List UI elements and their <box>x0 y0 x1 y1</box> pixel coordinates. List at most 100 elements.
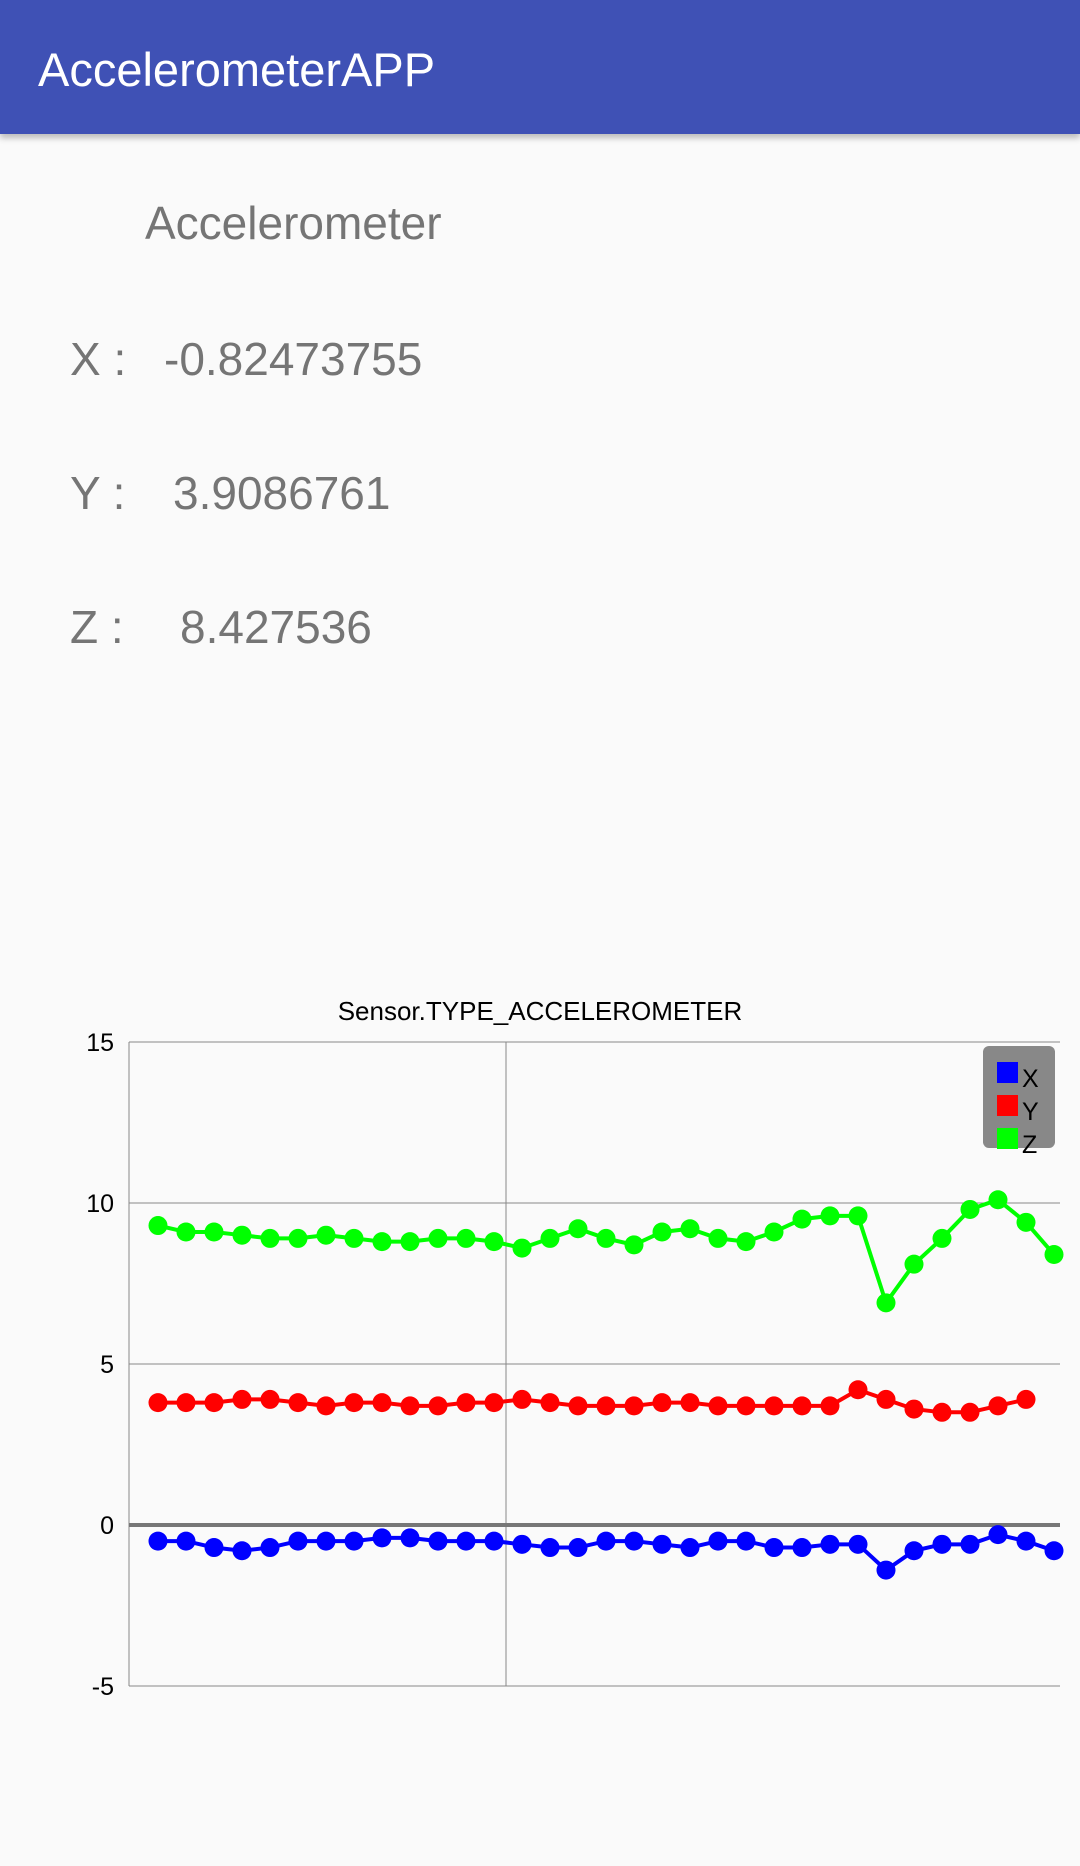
legend-swatch-y <box>997 1095 1018 1116</box>
accelerometer-chart: Sensor.TYPE_ACCELEROMETER 15 10 5 0 -5 X Y Z <box>0 980 1080 1700</box>
data-point-y <box>456 1393 476 1413</box>
data-point-z <box>848 1206 868 1226</box>
data-point-x <box>148 1531 168 1551</box>
data-point-x <box>708 1531 728 1551</box>
legend-swatch-x <box>997 1062 1018 1083</box>
data-point-z <box>288 1228 308 1248</box>
data-point-x <box>820 1534 840 1554</box>
app-title: AccelerometerAPP <box>38 43 436 96</box>
series-line-y <box>158 1387 1027 1415</box>
data-point-x <box>764 1538 784 1558</box>
data-point-y <box>568 1396 588 1416</box>
data-point-y <box>372 1393 392 1413</box>
y-axis-label: Y : <box>70 467 126 519</box>
y-tick-label: 15 <box>86 1029 114 1057</box>
data-point-y <box>204 1393 224 1413</box>
data-point-y <box>764 1396 784 1416</box>
data-point-y <box>428 1396 448 1416</box>
data-point-z <box>932 1228 952 1248</box>
data-point-x <box>932 1534 952 1554</box>
x-axis-value: -0.82473755 <box>164 333 423 385</box>
data-point-z <box>232 1225 252 1245</box>
data-point-z <box>372 1232 392 1252</box>
data-point-y <box>680 1393 700 1413</box>
data-point-y <box>512 1389 532 1409</box>
z-axis-label: Z : <box>70 601 124 653</box>
data-point-y <box>652 1393 672 1413</box>
data-point-z <box>904 1254 924 1274</box>
data-point-z <box>204 1222 224 1242</box>
data-point-y <box>232 1389 252 1409</box>
data-point-z <box>792 1209 812 1229</box>
data-point-y <box>484 1393 504 1413</box>
data-point-x <box>680 1538 700 1558</box>
data-point-x <box>176 1531 196 1551</box>
data-point-z <box>568 1219 588 1239</box>
legend-swatch-z <box>997 1128 1018 1149</box>
data-point-y <box>736 1396 756 1416</box>
data-point-x <box>1016 1531 1036 1551</box>
data-point-x <box>512 1534 532 1554</box>
data-point-y <box>260 1389 280 1409</box>
data-point-z <box>176 1222 196 1242</box>
data-point-x <box>848 1534 868 1554</box>
data-point-y <box>792 1396 812 1416</box>
data-point-z <box>960 1199 980 1219</box>
data-point-y <box>932 1402 952 1422</box>
data-point-z <box>316 1225 336 1245</box>
data-point-z <box>1044 1245 1064 1265</box>
data-point-y <box>540 1393 560 1413</box>
data-point-y <box>876 1389 896 1409</box>
data-point-y <box>288 1393 308 1413</box>
data-point-z <box>624 1235 644 1255</box>
y-tick-label: -5 <box>92 1673 114 1700</box>
data-point-x <box>316 1531 336 1551</box>
data-point-z <box>652 1222 672 1242</box>
x-axis-label: X : <box>70 333 127 385</box>
data-point-y <box>960 1402 980 1422</box>
chart-title: Sensor.TYPE_ACCELEROMETER <box>337 996 743 1026</box>
data-point-x <box>988 1525 1008 1545</box>
data-point-x <box>204 1538 224 1558</box>
data-point-y <box>820 1396 840 1416</box>
data-point-x <box>484 1531 504 1551</box>
data-point-y <box>596 1396 616 1416</box>
data-point-y <box>176 1393 196 1413</box>
data-point-x <box>652 1534 672 1554</box>
data-point-x <box>540 1538 560 1558</box>
data-point-z <box>344 1228 364 1248</box>
data-point-z <box>456 1228 476 1248</box>
legend-label-x: X <box>1022 1065 1039 1093</box>
y-tick-label: 0 <box>100 1512 114 1540</box>
accelerometer-heading: Accelerometer <box>145 197 442 249</box>
data-point-z <box>820 1206 840 1226</box>
data-point-x <box>736 1531 756 1551</box>
data-point-z <box>260 1228 280 1248</box>
y-tick-label: 10 <box>86 1190 114 1218</box>
data-point-z <box>1016 1212 1036 1232</box>
data-point-z <box>988 1190 1008 1210</box>
data-point-x <box>904 1541 924 1561</box>
series-line-z <box>157 1197 1056 1308</box>
data-point-y <box>904 1399 924 1419</box>
data-point-y <box>344 1393 364 1413</box>
data-point-x <box>232 1541 252 1561</box>
legend-label-y: Y <box>1022 1098 1039 1126</box>
data-point-x <box>400 1528 420 1548</box>
app-bar: AccelerometerAPP <box>0 0 1080 134</box>
data-point-x <box>372 1528 392 1548</box>
data-point-x <box>344 1531 364 1551</box>
data-point-z <box>876 1293 896 1313</box>
y-axis-value: 3.9086761 <box>173 467 391 519</box>
legend-label-z: Z <box>1022 1131 1037 1159</box>
data-point-x <box>260 1538 280 1558</box>
data-point-y <box>988 1396 1008 1416</box>
data-point-z <box>680 1219 700 1239</box>
data-point-z <box>512 1238 532 1258</box>
y-tick-label: 5 <box>100 1351 114 1379</box>
data-point-z <box>400 1232 420 1252</box>
z-axis-value: 8.427536 <box>180 601 372 653</box>
data-point-y <box>148 1393 168 1413</box>
data-point-y <box>624 1396 644 1416</box>
data-point-x <box>456 1531 476 1551</box>
